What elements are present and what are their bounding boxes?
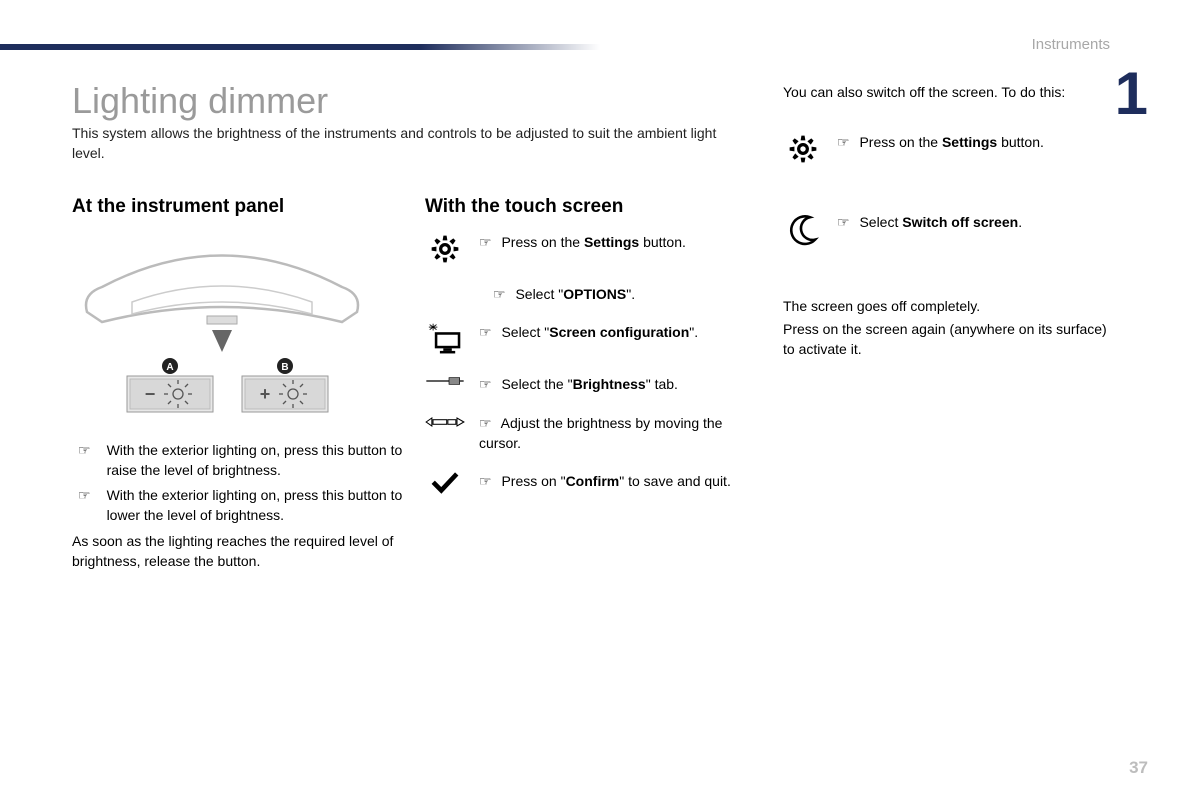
step-row: ☞ Select the "Brightness" tab. (425, 374, 765, 394)
step-text: ☞ Select Switch off screen. (837, 212, 1113, 232)
step-row: ☞ Select "OPTIONS". (425, 284, 765, 304)
column-touch-screen: With the touch screen ☞ Press on the Set… (425, 196, 765, 513)
hand-icon: ☞ (479, 376, 492, 392)
check-icon (425, 471, 465, 495)
column-instrument-panel: At the instrument panel A B − (72, 196, 412, 582)
step-row: ☞ Press on the Settings button. (425, 232, 765, 266)
brightness-down-button: − (127, 376, 213, 412)
hand-icon: ☞ (479, 324, 492, 340)
page-number: 37 (1129, 758, 1148, 778)
gear-icon (783, 132, 823, 166)
moon-icon (783, 212, 823, 250)
step-row: ☞ Adjust the brightness by moving the cu… (425, 413, 765, 454)
hand-icon: ☞ (479, 473, 492, 489)
step-row: ☞ Select Switch off screen. (783, 212, 1113, 250)
page-title: Lighting dimmer (72, 80, 328, 122)
hand-icon: ☞ (837, 134, 850, 150)
hand-icon: ☞ (493, 286, 506, 302)
svg-text:+: + (260, 384, 271, 404)
intro-text: This system allows the brightness of the… (72, 124, 752, 163)
monitor-icon (425, 322, 465, 356)
col3-after1: The screen goes off completely. (783, 296, 1113, 316)
step-row: ☞ Press on "Confirm" to save and quit. (425, 471, 765, 495)
header-bar (0, 44, 600, 50)
hand-icon: ☞ (78, 485, 91, 526)
col1-bullets: ☞ With the exterior lighting on, press th… (72, 440, 412, 525)
chapter-number: 1 (1115, 64, 1148, 124)
svg-text:−: − (145, 384, 156, 404)
step-text: ☞ Adjust the brightness by moving the cu… (479, 413, 765, 454)
col1-bullet-1: With the exterior lighting on, press thi… (107, 440, 412, 481)
step-row: ☞ Press on the Settings button. (783, 132, 1113, 166)
column-screen-off: You can also switch off the screen. To d… (783, 82, 1113, 369)
hand-icon: ☞ (78, 440, 91, 481)
step-text: ☞ Select "OPTIONS". (493, 284, 765, 304)
col1-bullet-2: With the exterior lighting on, press thi… (107, 485, 412, 526)
col2-heading: With the touch screen (425, 196, 765, 218)
brightness-up-button: + (242, 376, 328, 412)
col3-after2: Press on the screen again (anywhere on i… (783, 319, 1113, 360)
hand-icon: ☞ (837, 214, 850, 230)
step-text: ☞ Press on the Settings button. (837, 132, 1113, 152)
slider-icon (425, 374, 465, 388)
step-text: ☞ Select "Screen configuration". (479, 322, 765, 342)
step-text: ☞ Press on the Settings button. (479, 232, 765, 252)
hand-icon: ☞ (479, 234, 492, 250)
col1-after: As soon as the lighting reaches the requ… (72, 531, 412, 572)
step-text: ☞ Select the "Brightness" tab. (479, 374, 765, 394)
badge-b: B (281, 362, 288, 373)
col3-lead: You can also switch off the screen. To d… (783, 82, 1113, 102)
badge-a: A (166, 362, 173, 373)
step-row: ☞ Select "Screen configuration". (425, 322, 765, 356)
arrows-icon (425, 413, 465, 431)
step-text: ☞ Press on "Confirm" to save and quit. (479, 471, 765, 491)
col1-heading: At the instrument panel (72, 196, 412, 218)
instrument-cluster-illustration: A B − + (72, 232, 372, 422)
hand-icon: ☞ (479, 415, 492, 431)
section-label: Instruments (1032, 36, 1110, 53)
gear-icon (425, 232, 465, 266)
